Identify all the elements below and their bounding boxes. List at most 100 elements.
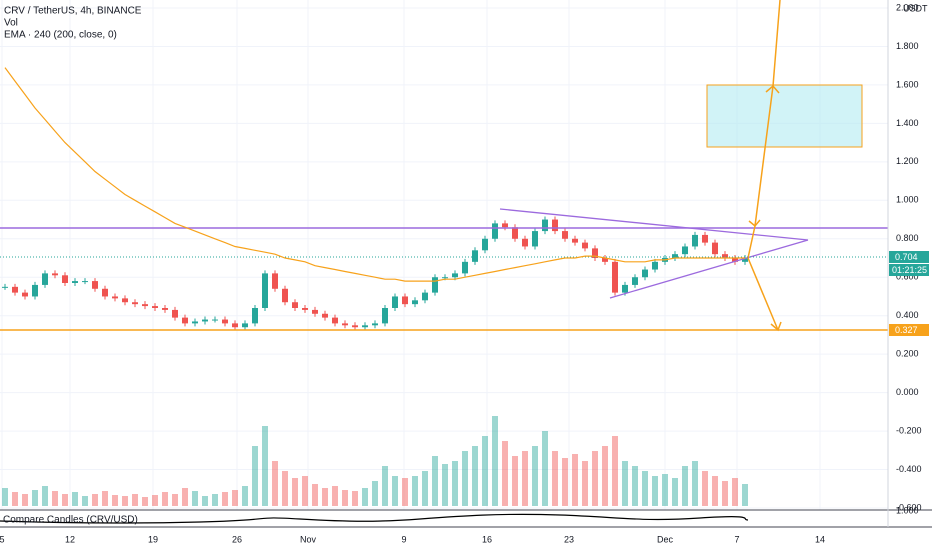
support-price: 0.327 <box>895 325 918 335</box>
volume-bar <box>552 451 558 506</box>
candle <box>72 281 78 283</box>
x-axis: 5 12 19 26 Nov 9 16 23 Dec 7 14 <box>0 534 825 544</box>
y-tick-label: 1.400 <box>896 118 919 128</box>
arrow-head <box>765 84 780 94</box>
candle <box>332 317 338 324</box>
candle <box>32 284 38 297</box>
volume-bar <box>132 494 138 506</box>
candle <box>402 296 408 305</box>
candle <box>122 298 128 303</box>
last-price: 0.704 <box>895 252 918 262</box>
candle <box>242 323 248 328</box>
volume-bar <box>262 426 268 506</box>
y-tick-label: 1.800 <box>896 41 919 51</box>
y-tick-label: -0.400 <box>896 464 922 474</box>
y-tick-label: 0.200 <box>896 349 919 359</box>
volume-bar <box>292 478 298 506</box>
compare-line <box>0 513 749 524</box>
candle <box>322 313 328 318</box>
ema-line <box>4 67 745 282</box>
compare-label: Compare Candles (CRV/USD) <box>3 515 138 526</box>
vol-legend: Vol <box>4 18 18 29</box>
volume-bar <box>642 471 648 506</box>
volume-bar <box>192 491 198 506</box>
volume-bar <box>622 461 628 506</box>
candle <box>82 281 88 283</box>
candle <box>502 223 508 228</box>
candle <box>282 288 288 303</box>
volume-bar <box>652 476 658 506</box>
y-tick-label: 0.800 <box>896 233 919 243</box>
candle <box>182 317 188 324</box>
volume-bar <box>72 492 78 506</box>
candle <box>392 296 398 308</box>
volume-bar <box>282 471 288 506</box>
candle <box>152 306 158 308</box>
candle <box>292 302 298 308</box>
volume-bar <box>242 486 248 506</box>
volume-bar <box>222 492 228 506</box>
candle <box>492 223 498 239</box>
candle <box>202 319 208 322</box>
last-price-tag <box>889 251 929 263</box>
candle <box>262 273 268 308</box>
volume-bar <box>602 446 608 506</box>
candle <box>382 308 388 324</box>
currency: USDT <box>903 3 928 13</box>
volume-bar <box>22 494 28 506</box>
candle <box>712 242 718 255</box>
volume-bar <box>702 471 708 506</box>
candle <box>472 250 478 262</box>
volume-bar <box>12 492 18 506</box>
candle <box>522 238 528 247</box>
candle <box>142 304 148 307</box>
volume-bar <box>692 461 698 506</box>
y-tick-label: 1.600 <box>896 79 919 89</box>
volume-bar <box>452 461 458 506</box>
candle <box>2 286 8 288</box>
countdown: 01:21:25 <box>892 265 927 275</box>
candle <box>432 277 438 293</box>
volume-bar <box>172 494 178 506</box>
volume-bar <box>402 478 408 506</box>
candle <box>622 284 628 293</box>
triangle-upper <box>499 208 809 241</box>
candle <box>102 288 108 297</box>
candle <box>592 248 598 258</box>
support-tag <box>889 324 929 336</box>
volume-bar <box>332 486 338 506</box>
y-tick-label: 1.000 <box>896 195 919 205</box>
volume-bar <box>202 496 208 506</box>
candle <box>42 273 48 285</box>
volume-bar <box>612 436 618 506</box>
volume-bar <box>2 488 8 506</box>
candle <box>92 281 98 289</box>
compare-tick: 1.000 <box>896 505 919 515</box>
candle <box>642 269 648 278</box>
volume-bar <box>522 451 528 506</box>
triangle-lower <box>609 239 809 299</box>
candle <box>442 277 448 279</box>
volume-bar <box>742 484 748 506</box>
volume-bar <box>112 495 118 506</box>
candle <box>452 273 458 278</box>
y-tick-label: 2.000 <box>896 2 919 12</box>
y-tick-label: 0.600 <box>896 272 919 282</box>
x-tick-label: 14 <box>815 534 825 544</box>
candle <box>62 275 68 283</box>
volume-bar <box>392 476 398 506</box>
volume-bar <box>532 446 538 506</box>
volume-bar <box>632 466 638 506</box>
volume-bar <box>732 478 738 506</box>
candle <box>722 254 728 258</box>
candle <box>302 308 308 310</box>
volume-bar <box>592 451 598 506</box>
volume-bars <box>2 416 748 506</box>
volume-bar <box>712 476 718 506</box>
candle <box>632 277 638 285</box>
candle <box>252 308 258 324</box>
candle <box>702 234 708 243</box>
candle <box>232 323 238 328</box>
